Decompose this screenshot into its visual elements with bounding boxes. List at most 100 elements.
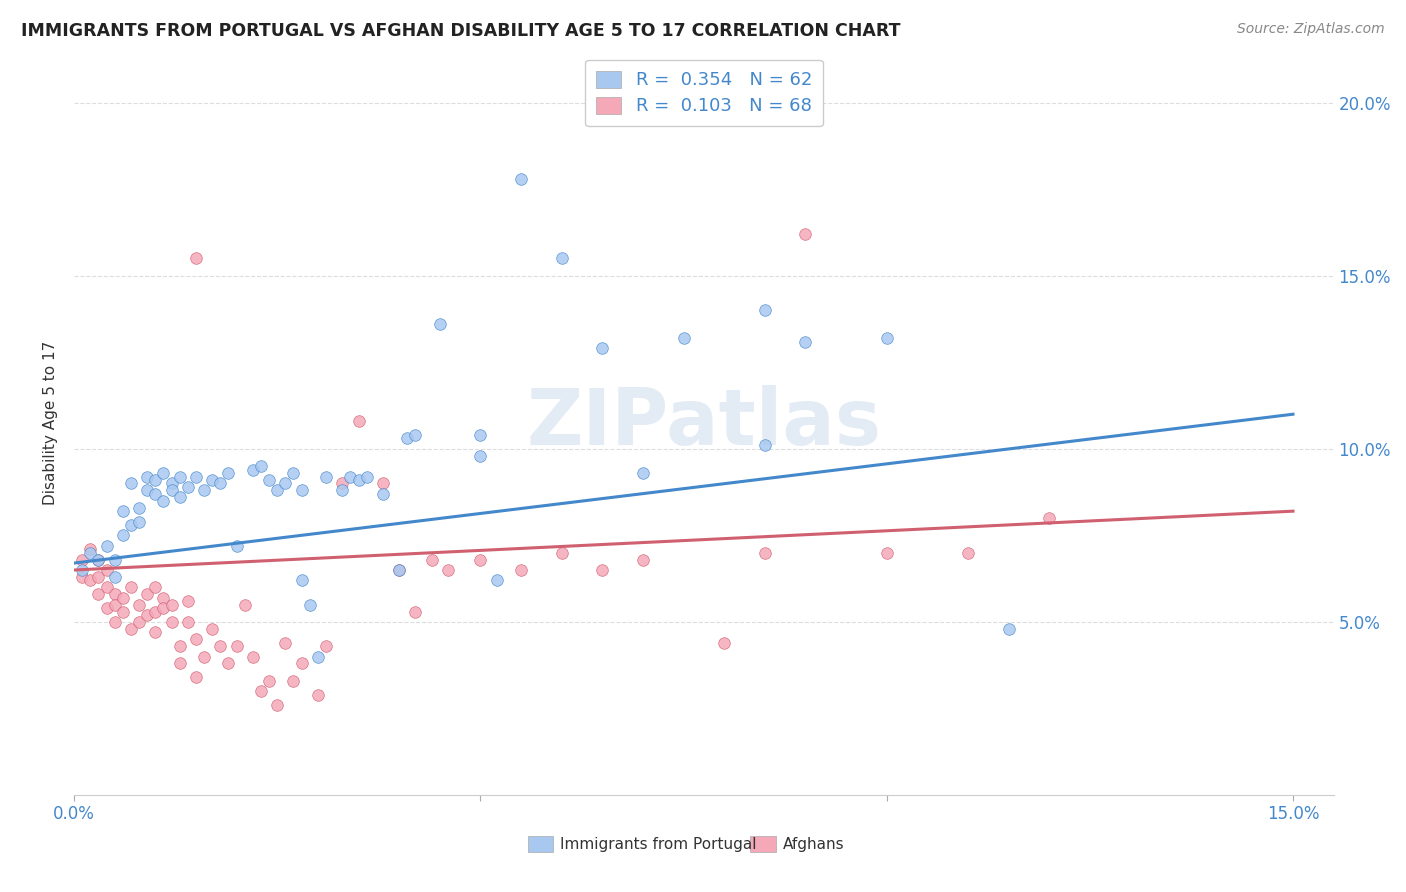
Point [550, 546, 572, 560]
Point [160, 615, 183, 629]
Legend: R =  0.354   N = 62, R =  0.103   N = 68: R = 0.354 N = 62, R = 0.103 N = 68 [585, 60, 823, 126]
Point [87, 552, 110, 566]
Point [225, 539, 247, 553]
Point [339, 469, 361, 483]
Point [631, 552, 654, 566]
Text: Source: ZipAtlas.com: Source: ZipAtlas.com [1237, 22, 1385, 37]
Point [794, 227, 817, 242]
Point [250, 459, 273, 474]
Point [754, 438, 776, 452]
Point [266, 698, 288, 712]
Point [120, 476, 142, 491]
Point [591, 563, 613, 577]
Point [266, 483, 288, 498]
Point [201, 622, 224, 636]
Point [672, 331, 695, 345]
Point [104, 552, 127, 566]
Point [997, 622, 1019, 636]
Point [201, 473, 224, 487]
Point [794, 334, 817, 349]
Point [485, 574, 508, 588]
Point [242, 462, 264, 476]
Point [550, 252, 572, 266]
Point [470, 449, 492, 463]
Point [404, 605, 426, 619]
Point [388, 563, 411, 577]
Point [298, 598, 321, 612]
Point [307, 649, 329, 664]
Point [218, 657, 240, 671]
Point [96, 563, 118, 577]
Point [257, 673, 280, 688]
Point [356, 469, 378, 483]
Point [315, 469, 337, 483]
Point [70, 563, 93, 577]
Point [169, 469, 191, 483]
Point [257, 473, 280, 487]
Point [371, 476, 394, 491]
Text: Afghans: Afghans [783, 837, 844, 852]
Point [184, 469, 207, 483]
Point [510, 171, 533, 186]
Point [330, 476, 353, 491]
Point [79, 546, 101, 560]
Point [120, 622, 142, 636]
Point [291, 574, 314, 588]
Point [128, 515, 150, 529]
Point [754, 546, 776, 560]
Point [128, 615, 150, 629]
Point [209, 639, 232, 653]
Point [876, 546, 898, 560]
Point [591, 342, 613, 356]
Point [631, 466, 654, 480]
Point [470, 428, 492, 442]
Point [143, 580, 166, 594]
Point [177, 480, 200, 494]
Point [87, 587, 110, 601]
Point [111, 504, 134, 518]
Point [70, 570, 93, 584]
Point [437, 563, 460, 577]
Point [177, 594, 200, 608]
Point [96, 539, 118, 553]
Point [136, 469, 159, 483]
Point [169, 491, 191, 505]
Point [120, 580, 142, 594]
Point [315, 639, 337, 653]
Point [429, 317, 451, 331]
Point [160, 598, 183, 612]
Point [184, 632, 207, 647]
Text: Immigrants from Portugal: Immigrants from Portugal [561, 837, 756, 852]
Point [136, 607, 159, 622]
Point [96, 601, 118, 615]
Point [104, 615, 127, 629]
Point [1038, 511, 1060, 525]
Point [396, 432, 419, 446]
Point [87, 552, 110, 566]
Point [283, 466, 305, 480]
Point [388, 563, 411, 577]
Point [193, 483, 215, 498]
Point [70, 552, 93, 566]
Point [347, 414, 370, 428]
Point [713, 636, 735, 650]
Point [120, 518, 142, 533]
Point [193, 649, 215, 664]
Point [79, 542, 101, 557]
Point [143, 473, 166, 487]
Point [160, 476, 183, 491]
Point [143, 487, 166, 501]
Y-axis label: Disability Age 5 to 17: Disability Age 5 to 17 [44, 341, 58, 505]
Point [250, 684, 273, 698]
Point [79, 574, 101, 588]
Point [152, 493, 174, 508]
Point [184, 670, 207, 684]
Point [956, 546, 979, 560]
Point [283, 673, 305, 688]
Point [104, 570, 127, 584]
Point [169, 639, 191, 653]
Point [754, 303, 776, 318]
Point [404, 428, 426, 442]
Point [291, 657, 314, 671]
Point [143, 625, 166, 640]
